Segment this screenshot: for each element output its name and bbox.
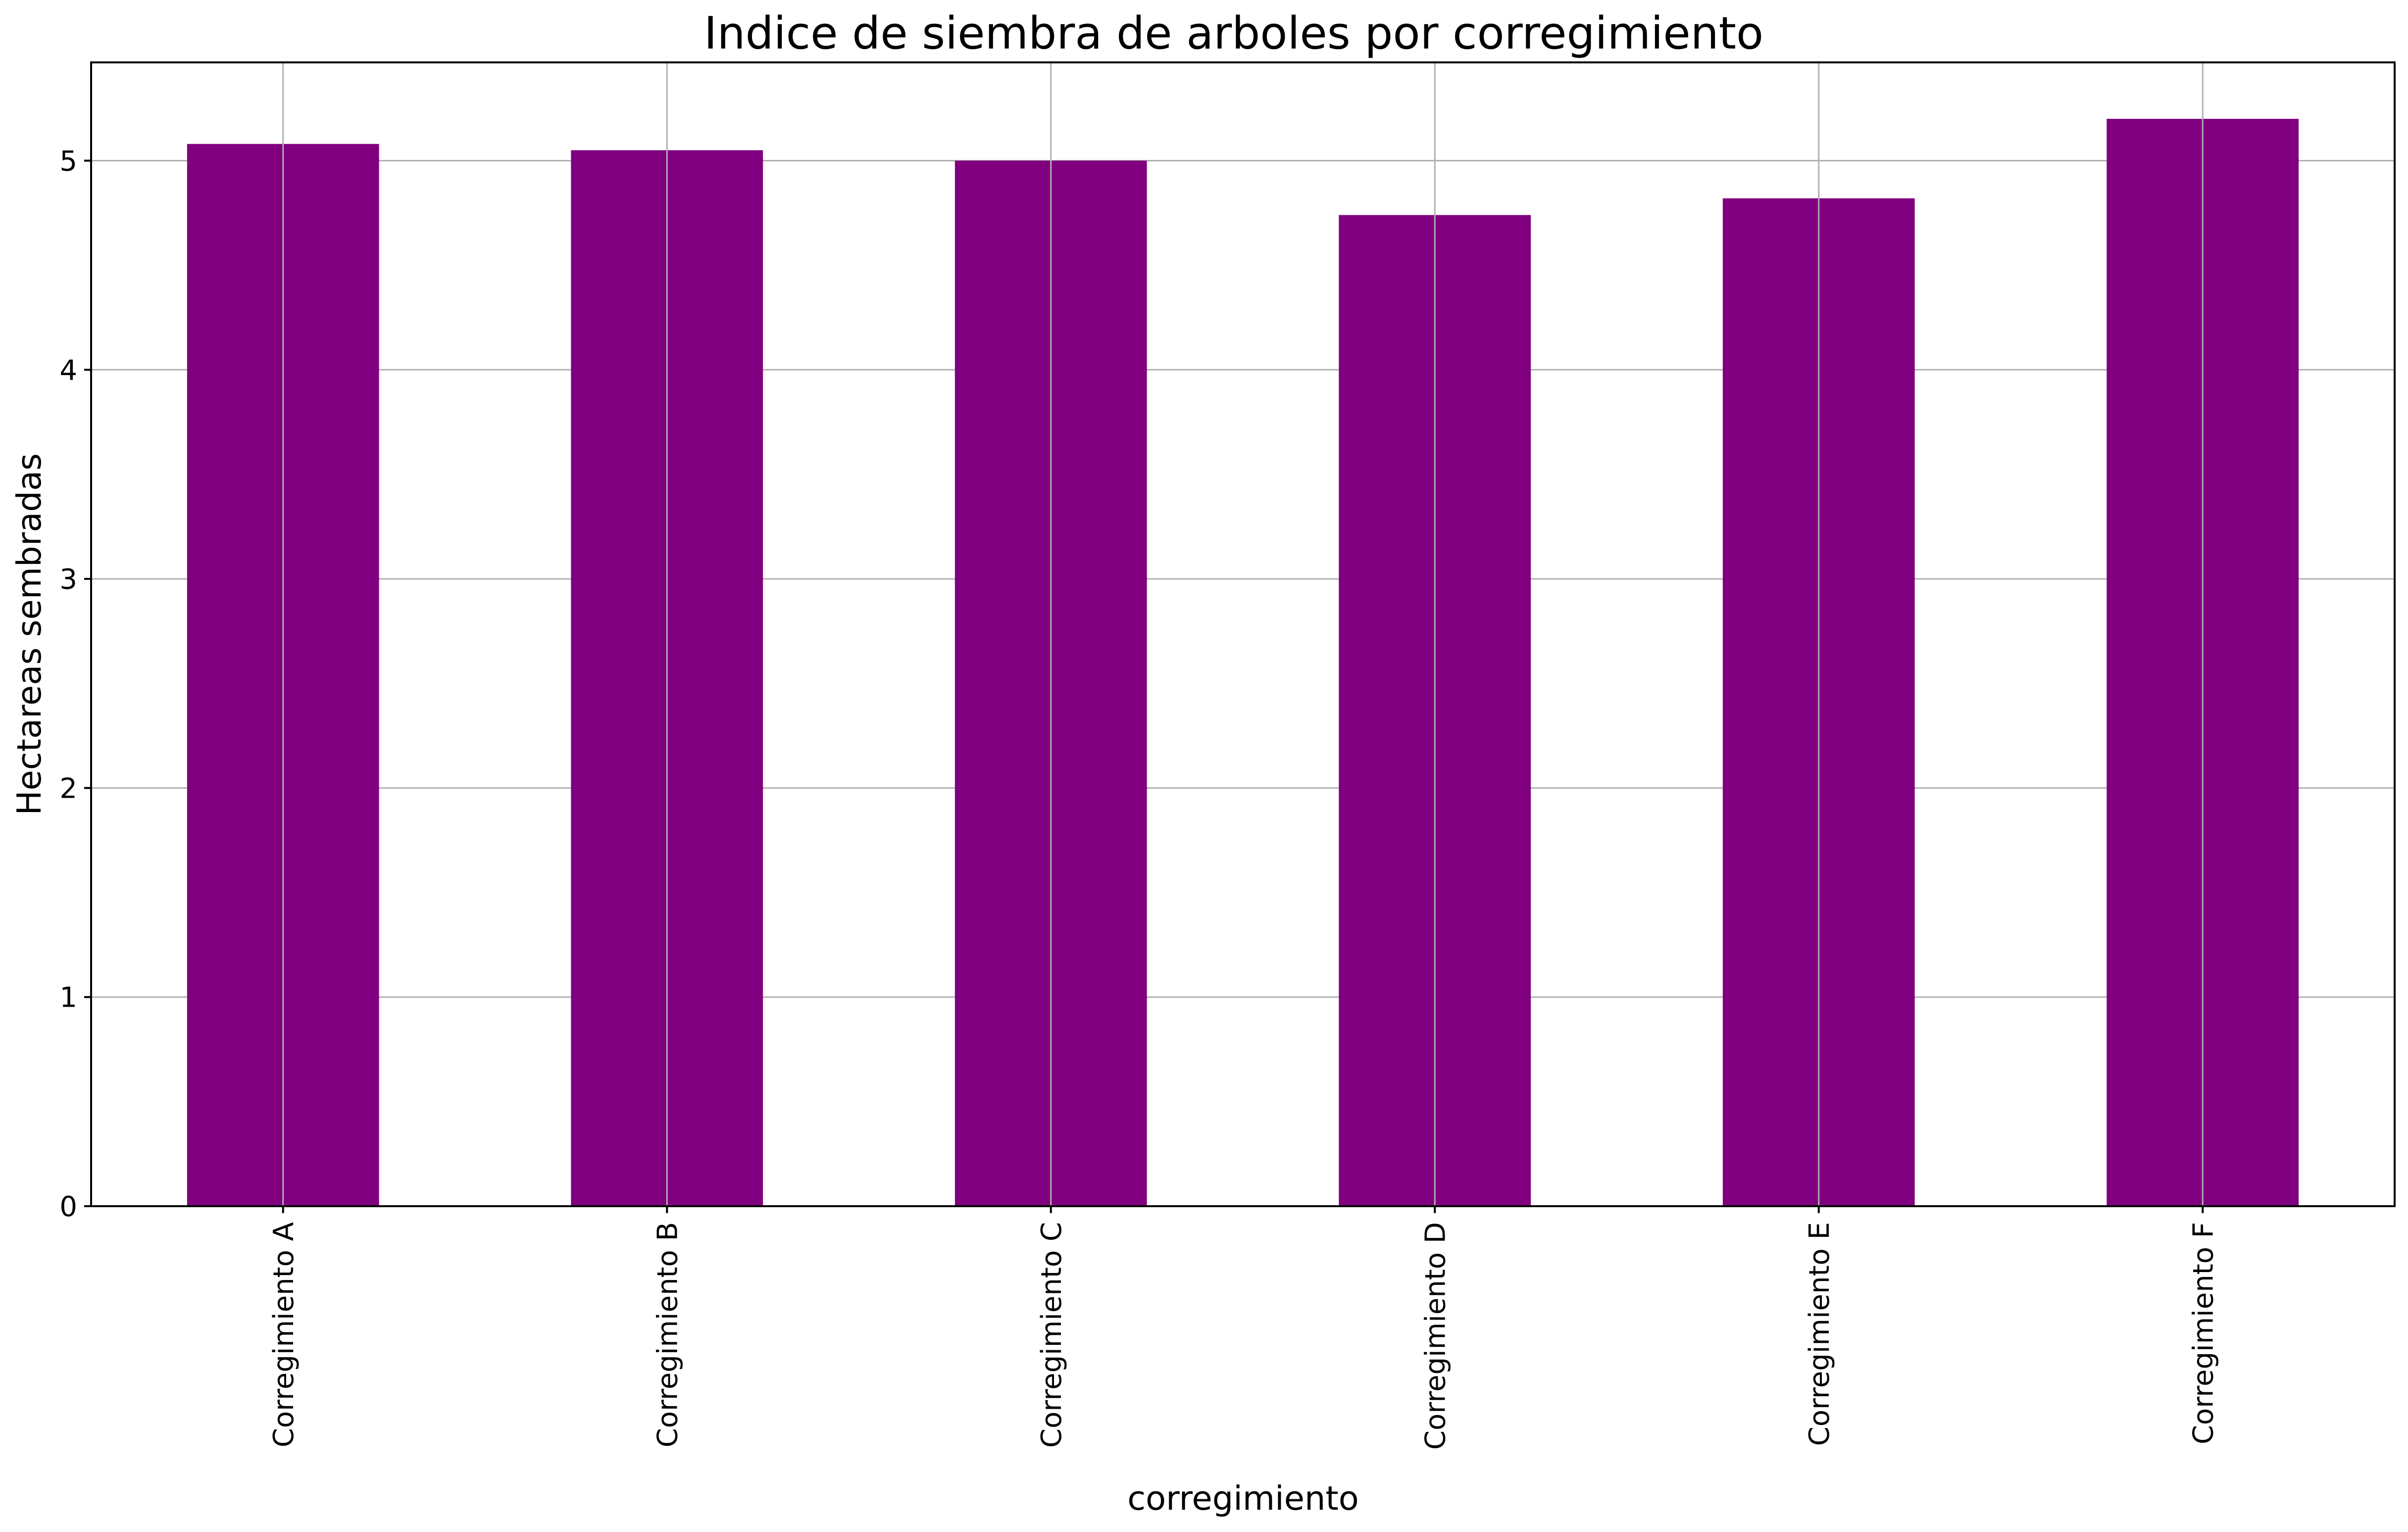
x-axis-ticks: Corregimiento A Corregimiento B Corregimie… xyxy=(268,1206,2219,1450)
chart-title: Indice de siembra de arboles por corregi… xyxy=(704,7,1763,59)
x-tick-label: Corregimiento B xyxy=(652,1222,684,1447)
vertical-grid-lines xyxy=(282,62,2204,1206)
x-axis-label: corregimiento xyxy=(1127,1479,1358,1518)
x-tick-label: Corregimiento E xyxy=(1804,1222,1836,1446)
y-tick-label: 1 xyxy=(59,982,77,1014)
y-tick-label: 0 xyxy=(59,1191,77,1223)
x-tick-label: Corregimiento D xyxy=(1419,1222,1452,1450)
plot-frame xyxy=(90,61,2396,1207)
y-tick-label: 4 xyxy=(59,355,77,387)
x-tick-label: Corregimiento F xyxy=(2187,1222,2219,1444)
y-tick-label: 3 xyxy=(59,563,77,596)
y-axis-label: Hectareas sembradas xyxy=(10,453,49,815)
x-tick-label: Corregimiento C xyxy=(1036,1222,1068,1448)
y-tick-label: 5 xyxy=(59,145,77,177)
x-tick-label: Corregimiento A xyxy=(268,1222,300,1447)
y-tick-label: 2 xyxy=(59,772,77,805)
y-axis-ticks: 0 1 2 3 4 5 xyxy=(59,145,91,1223)
